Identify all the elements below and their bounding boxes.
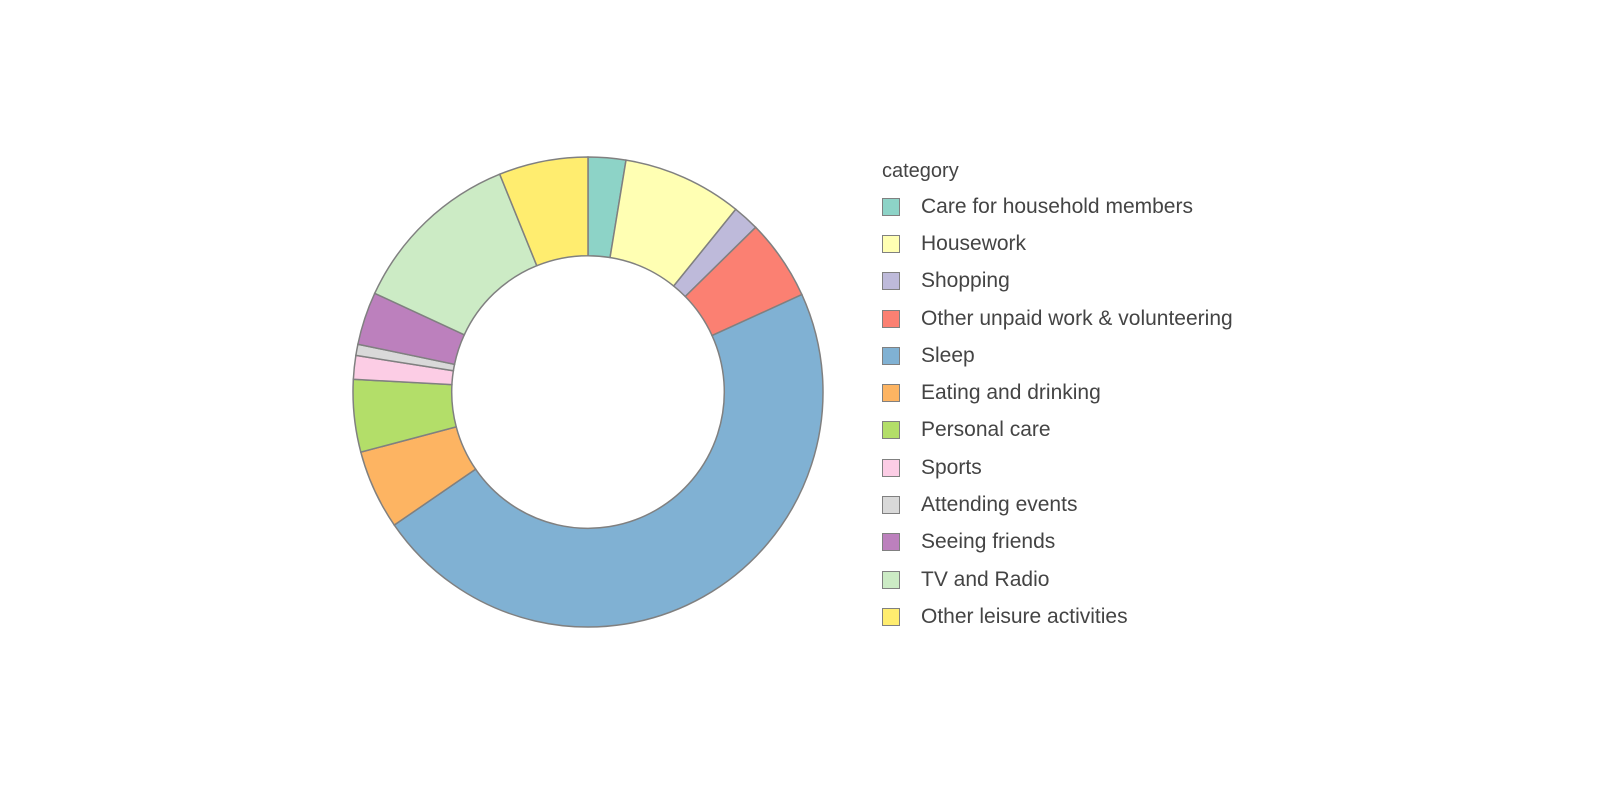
legend-item[interactable]: Other leisure activities: [882, 598, 1233, 635]
legend-swatch: [882, 421, 900, 440]
legend-label: Attending events: [921, 493, 1078, 517]
legend-label: Sleep: [921, 343, 975, 367]
legend-label: Housework: [921, 231, 1027, 255]
legend-swatch: [882, 234, 900, 253]
legend: category Care for household members House…: [882, 158, 1233, 636]
legend-swatch: [882, 197, 900, 216]
legend-item[interactable]: Personal care: [882, 412, 1233, 449]
legend-item[interactable]: Sleep: [882, 337, 1233, 374]
legend-item[interactable]: Shopping: [882, 263, 1233, 300]
legend-item[interactable]: Housework: [882, 225, 1233, 262]
legend-label: Other leisure activities: [921, 604, 1128, 628]
legend-item[interactable]: Attending events: [882, 486, 1233, 523]
legend-label: Seeing friends: [921, 530, 1056, 554]
legend-swatch: [882, 533, 900, 552]
legend-label: Sports: [921, 455, 982, 479]
slice-other-leisure-activities[interactable]: [498, 156, 589, 267]
donut-slices: [352, 156, 824, 628]
legend-item[interactable]: Sports: [882, 449, 1233, 486]
legend-item[interactable]: Seeing friends: [882, 524, 1233, 561]
legend-items: Care for household members Housework Shopp…: [882, 188, 1233, 636]
legend-label: TV and Radio: [921, 567, 1050, 591]
legend-swatch: [882, 309, 900, 328]
legend-label: Eating and drinking: [921, 381, 1101, 405]
legend-swatch: [882, 346, 900, 365]
legend-swatch: [882, 496, 900, 515]
legend-swatch: [882, 272, 900, 291]
legend-label: Care for household members: [921, 194, 1193, 218]
legend-item[interactable]: Other unpaid work & volunteering: [882, 300, 1233, 337]
legend-swatch: [882, 384, 900, 403]
legend-item[interactable]: Eating and drinking: [882, 374, 1233, 411]
legend-title: category: [882, 160, 959, 182]
slice-sleep[interactable]: [393, 293, 824, 628]
legend-label: Other unpaid work & volunteering: [921, 306, 1233, 330]
legend-label: Shopping: [921, 269, 1010, 293]
legend-swatch: [882, 607, 900, 626]
legend-label: Personal care: [921, 418, 1051, 442]
legend-swatch: [882, 458, 900, 477]
legend-item[interactable]: TV and Radio: [882, 561, 1233, 598]
legend-item[interactable]: Care for household members: [882, 188, 1233, 225]
legend-swatch: [882, 570, 900, 589]
